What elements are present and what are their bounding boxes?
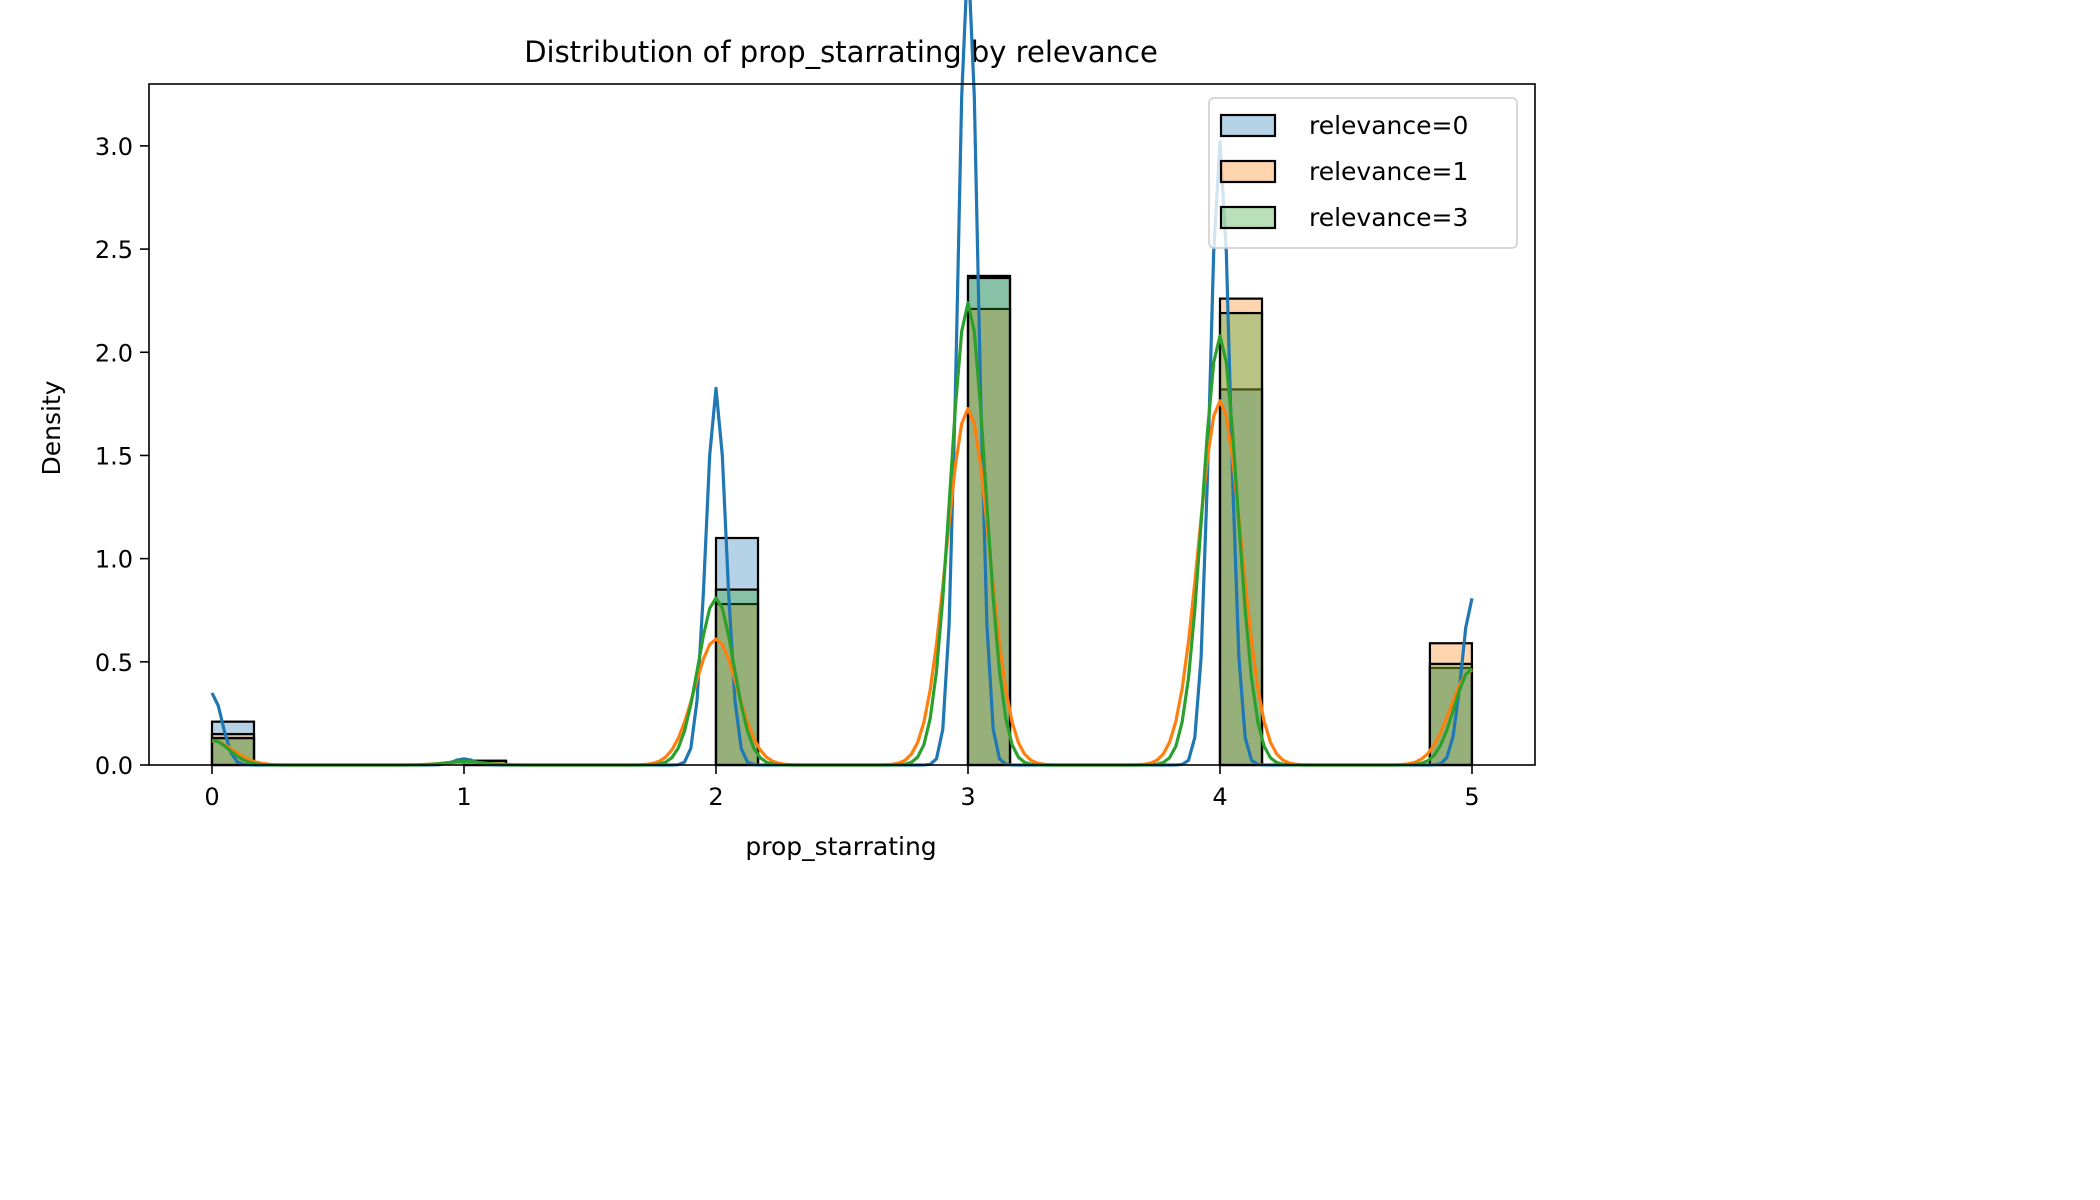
y-tick-label-4: 2.0 (95, 339, 133, 367)
series-0-bars (210, 274, 1474, 767)
x-tick-label-1: 1 (456, 783, 471, 811)
y-tick-label-5: 2.5 (95, 236, 133, 264)
axes-frame (148, 83, 1536, 766)
kde-line-2 (211, 301, 1474, 767)
y-axis-label: Density (37, 380, 66, 475)
kde-line-1 (211, 399, 1473, 767)
x-tick-label-2: 2 (708, 783, 723, 811)
chart-title: Distribution of prop_starrating by relev… (524, 35, 1158, 69)
x-tick-label-5: 5 (1464, 783, 1479, 811)
x-tick-label-4: 4 (1212, 783, 1227, 811)
series-1-bars (210, 297, 1474, 767)
x-tick-label-0: 0 (204, 783, 219, 811)
legend-label-2: relevance=3 (1309, 203, 1468, 232)
y-tick-label-2: 1.0 (95, 546, 133, 574)
y-tick-label-0: 0.0 (95, 752, 133, 780)
x-tick-label-3: 3 (960, 783, 975, 811)
legend-swatch-1 (1219, 159, 1277, 184)
chart: Distribution of prop_starrating by relev… (37, 0, 1536, 861)
legend-box (1208, 97, 1518, 249)
y-tick-label-3: 1.5 (95, 442, 133, 470)
series-2-bars (210, 276, 1474, 767)
x-axis-label: prop_starrating (745, 832, 936, 861)
legend: relevance=0 relevance=1 relevance=3 (1208, 97, 1518, 249)
legend-label-0: relevance=0 (1309, 111, 1468, 140)
legend-swatch-0 (1219, 113, 1277, 138)
y-tick-label-1: 0.5 (95, 649, 133, 677)
legend-label-1: relevance=1 (1309, 157, 1468, 186)
plot-area: 0 1 2 3 4 5 0.0 0.5 1.0 1.5 2.0 2.5 3.0 (95, 0, 1536, 811)
y-tick-label-6: 3.0 (95, 133, 133, 161)
legend-swatch-2 (1219, 205, 1277, 230)
